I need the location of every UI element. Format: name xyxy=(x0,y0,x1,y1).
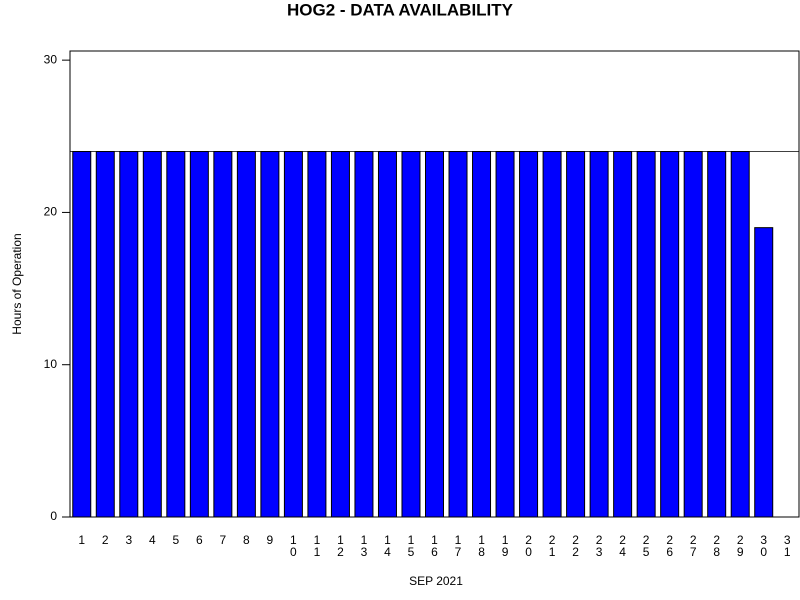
bar xyxy=(401,151,421,518)
bar xyxy=(354,151,374,518)
bar xyxy=(260,151,280,518)
bar xyxy=(730,151,750,518)
bar xyxy=(707,151,727,518)
bar xyxy=(589,151,609,518)
bar xyxy=(472,151,492,518)
bar xyxy=(119,151,139,518)
x-axis-label: SEP 2021 xyxy=(409,574,463,588)
x-tick-label: 2 xyxy=(102,533,109,547)
x-tick-label: 8 xyxy=(243,533,250,547)
bar xyxy=(283,151,303,518)
bar xyxy=(683,151,703,518)
bar xyxy=(377,151,397,518)
bar xyxy=(636,151,656,518)
x-tick-label: 1 xyxy=(78,533,85,547)
bar xyxy=(189,151,209,518)
y-tick-label: 30 xyxy=(44,52,58,66)
y-axis-label: Hours of Operation xyxy=(10,233,24,334)
x-tick-label: 5 xyxy=(172,533,179,547)
x-tick-label: 3 xyxy=(125,533,132,547)
chart-title: HOG2 - DATA AVAILABILITY xyxy=(287,0,514,19)
x-tick-label: 7 xyxy=(220,533,227,547)
y-tick-label: 0 xyxy=(50,509,57,523)
x-tick-label: 6 xyxy=(196,533,203,547)
bar xyxy=(72,151,92,518)
bar xyxy=(542,151,562,518)
bar xyxy=(519,151,539,518)
bar xyxy=(613,151,633,518)
bar xyxy=(425,151,444,518)
bar xyxy=(142,151,162,518)
y-tick-label: 20 xyxy=(44,205,58,219)
bar xyxy=(495,151,515,518)
x-tick-label: 9 xyxy=(267,533,274,547)
x-tick-label: 4 xyxy=(149,533,156,547)
bar xyxy=(166,151,186,518)
bar xyxy=(660,151,680,518)
bar xyxy=(754,227,774,518)
bar xyxy=(448,151,468,518)
bar xyxy=(213,151,233,518)
bar xyxy=(307,151,327,518)
bar xyxy=(95,151,115,518)
y-tick-label: 10 xyxy=(44,357,58,371)
bar xyxy=(236,151,256,518)
bar xyxy=(566,151,586,518)
bar xyxy=(330,151,350,518)
